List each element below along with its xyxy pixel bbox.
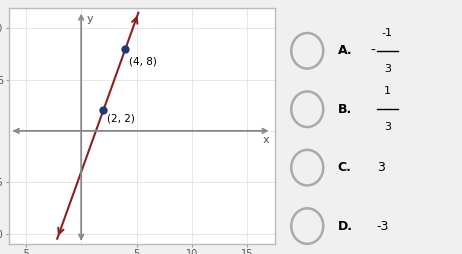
Text: (4, 8): (4, 8) (129, 57, 157, 67)
Text: -: - (371, 44, 376, 58)
Text: C.: C. (337, 161, 352, 174)
Text: 3: 3 (377, 161, 384, 174)
Text: (2, 2): (2, 2) (107, 113, 134, 123)
Text: -1: -1 (382, 28, 393, 38)
Text: x: x (263, 135, 269, 145)
Text: 3: 3 (384, 64, 391, 74)
Text: 1: 1 (384, 86, 391, 97)
Text: y: y (87, 14, 93, 24)
Text: B.: B. (337, 103, 352, 116)
Text: A.: A. (337, 44, 352, 57)
Text: D.: D. (337, 219, 353, 233)
Text: -3: -3 (377, 219, 389, 233)
Text: 3: 3 (384, 122, 391, 132)
